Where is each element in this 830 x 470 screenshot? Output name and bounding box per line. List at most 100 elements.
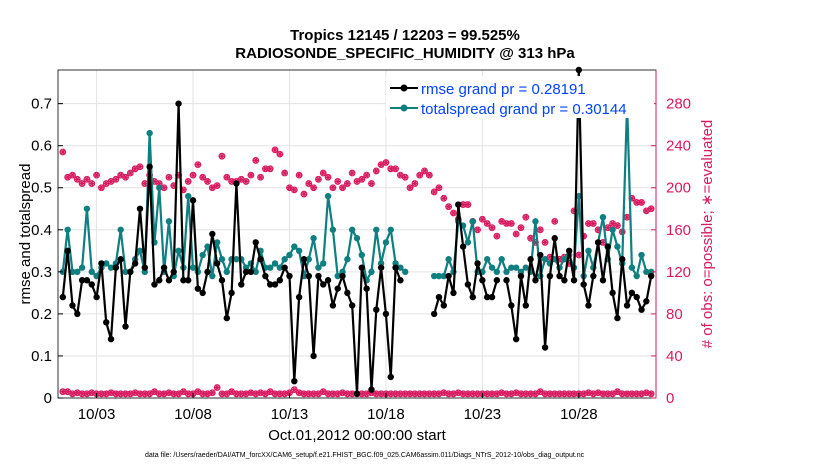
- totalspread-point: [532, 218, 539, 225]
- rmse-point: [156, 277, 163, 284]
- y-axis-right-ticks: 0 40 80 120 160 200 240 280: [651, 96, 691, 407]
- rmse-point: [464, 281, 472, 288]
- obs-evaluated-marker: [412, 180, 418, 187]
- rmse-point: [238, 281, 245, 288]
- rmse-point: [532, 277, 539, 284]
- obs-bottom-evaluated-marker: [152, 388, 157, 395]
- obs-bottom-evaluated-marker: [296, 389, 302, 396]
- obs-bottom-evaluated-marker: [538, 388, 543, 395]
- obs-bottom-evaluated-marker: [258, 389, 263, 396]
- obs-evaluated-marker: [542, 239, 548, 246]
- obs-evaluated-marker: [624, 214, 630, 221]
- obs-bottom-evaluated-marker: [407, 390, 413, 397]
- obs-bottom-evaluated-marker: [566, 390, 572, 397]
- totalspread-point: [107, 264, 115, 271]
- obs-bottom-evaluated-marker: [147, 390, 152, 397]
- obs-evaluated-marker: [89, 180, 94, 187]
- rmse-point: [474, 260, 481, 267]
- totalspread-point: [503, 268, 510, 276]
- obs-evaluated-marker: [538, 226, 543, 233]
- totalspread-point: [324, 192, 332, 200]
- obs-evaluated-marker: [229, 178, 234, 185]
- totalspread-point: [484, 256, 491, 263]
- totalspread-point: [146, 129, 153, 137]
- totalspread-point: [78, 264, 86, 271]
- rmse-point: [59, 293, 67, 301]
- totalspread-point: [64, 226, 71, 233]
- obs-bottom-evaluated-marker: [417, 390, 422, 397]
- totalspread-point: [276, 264, 284, 271]
- obs-evaluated-marker: [610, 220, 615, 227]
- obs-evaluated-marker: [499, 218, 504, 225]
- x-axis-ticks: 10/03 10/08 10/13 10/18 10/23 10/28: [78, 393, 598, 423]
- rmse-point: [209, 230, 216, 238]
- obs-bottom-evaluated-marker: [321, 388, 326, 395]
- rmse-point: [242, 268, 250, 276]
- legend-box: [386, 76, 654, 118]
- rmse-point: [353, 390, 361, 397]
- totalspread-point: [209, 272, 216, 280]
- rmse-point: [180, 277, 187, 284]
- obs-bottom-evaluated-marker: [485, 390, 490, 397]
- obs-evaluated-marker: [104, 180, 109, 187]
- obs-bottom-evaluated-marker: [451, 390, 456, 397]
- totalspread-point: [329, 226, 337, 233]
- obs-evaluated-marker: [359, 176, 365, 183]
- obs-bottom-evaluated-marker: [629, 390, 635, 397]
- rmse-point: [527, 256, 534, 263]
- rmse-point: [266, 281, 274, 288]
- obs-evaluated-marker: [263, 165, 268, 172]
- obs-evaluated-marker: [460, 201, 466, 208]
- rmse-point: [295, 293, 303, 301]
- obs-evaluated-marker: [224, 174, 229, 181]
- rmse-point: [160, 264, 168, 271]
- rmse-point: [98, 260, 105, 267]
- rmse-point: [103, 319, 110, 326]
- rmse-point: [643, 298, 650, 305]
- obs-evaluated-marker: [277, 150, 283, 158]
- rmse-point: [88, 281, 95, 288]
- obs-evaluated-marker: [576, 251, 582, 259]
- rmse-point: [546, 272, 554, 280]
- totalspread-point: [103, 260, 110, 267]
- rmse-point: [508, 302, 515, 309]
- obs-evaluated-marker: [644, 207, 649, 214]
- obs-bottom-evaluated-marker: [475, 390, 480, 397]
- rmse-point: [257, 256, 264, 263]
- obs-bottom-evaluated-marker: [70, 390, 75, 397]
- rmse-point: [469, 293, 476, 301]
- obs-evaluated-marker: [504, 220, 509, 227]
- obs-bottom-evaluated-marker: [195, 388, 201, 395]
- totalspread-point: [358, 251, 366, 259]
- obs-bottom-evaluated-marker: [79, 390, 85, 397]
- rmse-point: [392, 264, 399, 271]
- totalspread-point: [508, 264, 515, 271]
- obs-bottom-evaluated-marker: [263, 390, 268, 397]
- plot-area: [58, 70, 656, 398]
- obs-evaluated-marker: [345, 180, 350, 187]
- totalspread-point: [136, 247, 144, 255]
- rmse-point: [291, 377, 298, 385]
- rmse-point: [165, 277, 173, 284]
- obs-evaluated-marker: [523, 214, 528, 221]
- rmse-point: [189, 197, 197, 204]
- rmse-point: [614, 314, 621, 322]
- obs-evaluated-marker: [417, 172, 422, 179]
- obs-bottom-evaluated-marker: [65, 388, 70, 395]
- obs-bottom-evaluated-marker: [571, 390, 577, 397]
- totalspread-point: [575, 192, 583, 200]
- rmse-point: [204, 268, 211, 276]
- rmse-point: [397, 277, 404, 284]
- obs-evaluated-marker: [494, 232, 500, 240]
- rmse-point: [512, 335, 520, 343]
- obs-bottom-evaluated-marker: [364, 390, 369, 397]
- obs-bottom-evaluated-marker: [581, 390, 586, 397]
- rmse-point: [334, 285, 341, 292]
- obs-bottom-evaluated-marker: [345, 390, 350, 397]
- rmse-point: [580, 281, 587, 288]
- rmse-point: [247, 268, 255, 276]
- obs-evaluated-marker: [340, 184, 345, 191]
- obs-evaluated-marker: [513, 230, 519, 238]
- rmse-point: [146, 163, 153, 170]
- rmse-point: [638, 306, 645, 313]
